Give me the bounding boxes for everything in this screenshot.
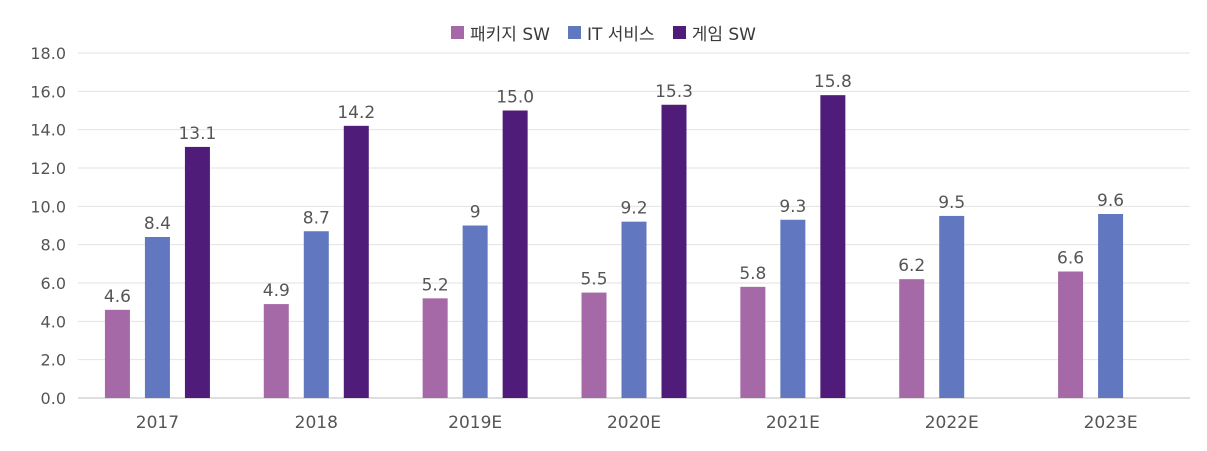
data-label: 9.5 bbox=[938, 193, 965, 213]
bar bbox=[581, 292, 607, 398]
bar bbox=[661, 104, 687, 398]
data-label: 14.2 bbox=[337, 103, 375, 123]
legend-label-it-service: IT 서비스 bbox=[586, 25, 655, 45]
y-tick-label: 14.0 bbox=[30, 121, 66, 140]
x-tick-label: 2022E bbox=[925, 413, 979, 433]
bar bbox=[184, 146, 210, 398]
data-label: 9.3 bbox=[779, 197, 806, 217]
legend-swatch-game-sw bbox=[672, 26, 686, 39]
legend: 패키지 SW IT 서비스 게임 SW bbox=[0, 20, 1207, 45]
data-label: 6.2 bbox=[898, 256, 925, 276]
bar bbox=[263, 304, 289, 398]
y-tick-label: 18.0 bbox=[30, 44, 66, 63]
y-tick-label: 10.0 bbox=[30, 197, 66, 216]
bar bbox=[740, 286, 766, 398]
bar bbox=[899, 279, 925, 398]
bar bbox=[502, 110, 528, 398]
data-label: 15.3 bbox=[655, 82, 693, 102]
y-tick-label: 2.0 bbox=[41, 351, 66, 370]
x-tick-label: 2017 bbox=[136, 413, 179, 433]
bar bbox=[780, 219, 806, 398]
y-tick-label: 4.0 bbox=[41, 312, 66, 331]
legend-label-game-sw: 게임 SW bbox=[691, 25, 756, 45]
legend-swatch-package-sw bbox=[451, 26, 465, 39]
data-label: 4.6 bbox=[104, 287, 131, 307]
legend-item-game-sw: 게임 SW bbox=[672, 20, 756, 45]
x-tick-label: 2019E bbox=[448, 413, 502, 433]
bar bbox=[621, 221, 647, 398]
legend-item-package-sw: 패키지 SW bbox=[451, 20, 550, 45]
bar bbox=[1098, 214, 1124, 398]
legend-label-package-sw: 패키지 SW bbox=[470, 25, 550, 45]
data-label: 5.2 bbox=[422, 275, 449, 295]
y-tick-label: 6.0 bbox=[41, 274, 66, 293]
data-label: 8.4 bbox=[144, 214, 171, 234]
data-label: 4.9 bbox=[263, 281, 290, 301]
data-label: 13.1 bbox=[178, 124, 216, 144]
bar bbox=[1058, 271, 1084, 398]
bar bbox=[820, 95, 846, 399]
bar bbox=[303, 231, 329, 398]
data-label: 15.0 bbox=[496, 88, 534, 108]
legend-item-it-service: IT 서비스 bbox=[567, 20, 655, 45]
x-tick-label: 2021E bbox=[766, 413, 820, 433]
data-label: 9 bbox=[470, 203, 481, 223]
data-label: 5.5 bbox=[580, 270, 607, 290]
bar bbox=[144, 237, 170, 398]
data-label: 8.7 bbox=[303, 208, 330, 228]
bar bbox=[462, 225, 488, 398]
data-label: 5.8 bbox=[739, 264, 766, 284]
bar bbox=[343, 125, 369, 398]
y-tick-label: 16.0 bbox=[30, 82, 66, 101]
bar bbox=[104, 309, 130, 398]
bar bbox=[422, 298, 448, 398]
y-tick-label: 12.0 bbox=[30, 159, 66, 178]
x-tick-label: 2020E bbox=[607, 413, 661, 433]
bar bbox=[939, 215, 965, 398]
y-tick-label: 0.0 bbox=[41, 389, 66, 408]
x-tick-label: 2018 bbox=[295, 413, 338, 433]
data-label: 15.8 bbox=[814, 72, 852, 92]
data-label: 9.2 bbox=[620, 199, 647, 219]
y-tick-label: 8.0 bbox=[41, 236, 66, 255]
legend-swatch-it-service bbox=[567, 26, 581, 39]
data-label: 6.6 bbox=[1057, 249, 1084, 269]
data-label: 9.6 bbox=[1097, 191, 1124, 211]
x-tick-label: 2023E bbox=[1084, 413, 1138, 433]
